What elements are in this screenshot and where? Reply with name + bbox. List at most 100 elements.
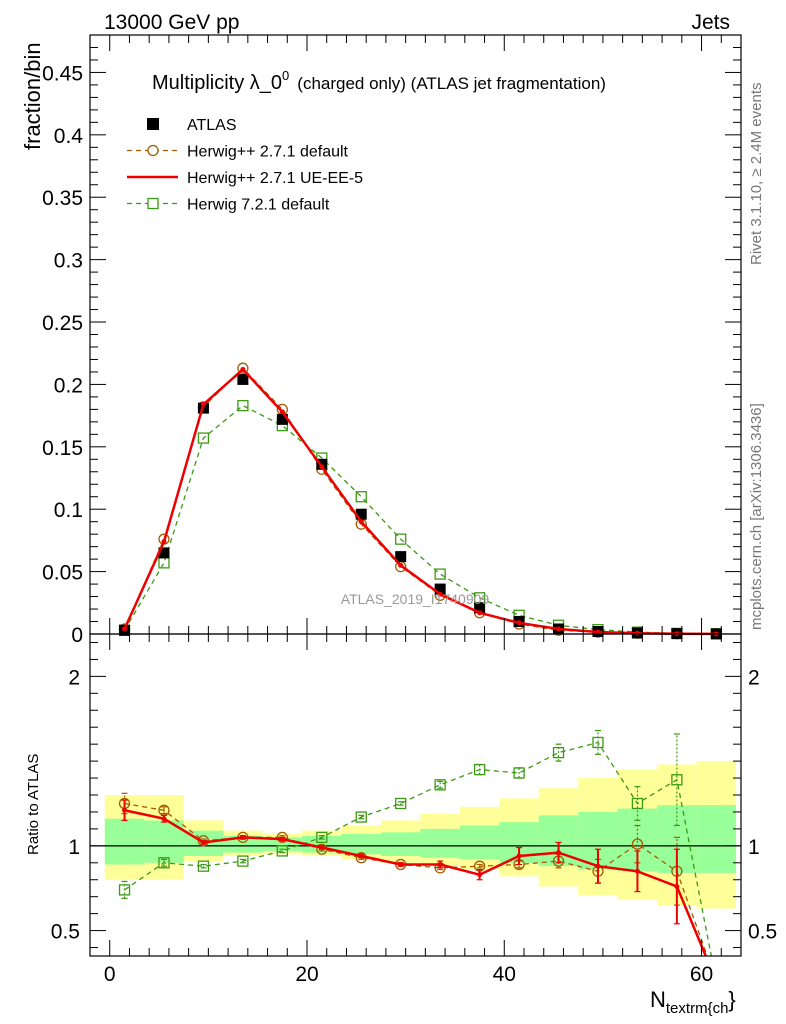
legend-entry-label: Herwig++ 2.7.1 default xyxy=(187,144,349,161)
ratio-y-ticks: 0.5 0.5 1 1 2 2 xyxy=(51,641,777,949)
herwig721-marker xyxy=(197,432,210,444)
ratio-ytick-label: 2 xyxy=(68,666,80,689)
ratio-plot-area xyxy=(90,729,741,984)
legend-atlas-marker xyxy=(147,118,159,130)
herwig721-marker xyxy=(118,884,131,896)
ueee5-marker xyxy=(122,626,128,632)
ueee5-line xyxy=(123,367,717,636)
ratio-band-inner xyxy=(104,818,145,865)
main-ytick-label: 0.3 xyxy=(54,250,83,273)
herwig721-marker xyxy=(197,860,210,872)
ratio-ytick-label-right: 0.5 xyxy=(748,921,777,944)
herwig721-marker xyxy=(276,845,288,857)
ratio-series xyxy=(118,729,719,984)
ueee5-marker xyxy=(437,591,443,597)
main-title-sup: 0 xyxy=(282,68,289,83)
ueee5-marker xyxy=(200,401,206,407)
ratio-frame xyxy=(89,633,742,957)
main-ytick-label: 0 xyxy=(71,624,83,647)
main-ytick-label: 0.05 xyxy=(42,562,83,585)
ratio-band-inner xyxy=(696,805,737,873)
ratio-ytick-label-right: 1 xyxy=(748,836,760,859)
ratio-band-inner xyxy=(420,828,460,858)
ratio-ytick-label: 0.5 xyxy=(51,921,80,944)
ratio-ytick-label-right: 2 xyxy=(748,666,760,689)
atlas-data-point xyxy=(434,583,446,595)
herwig721-line xyxy=(124,741,713,956)
mcplots-label: mcplots.cern.ch [arXiv:1306.3436] xyxy=(748,403,765,630)
ratio-xtick-label: 0 xyxy=(104,963,116,986)
ueee5-marker xyxy=(477,872,483,878)
ueee5-marker xyxy=(674,884,680,890)
herwig721-marker xyxy=(552,746,565,759)
ueee5-marker xyxy=(595,629,601,635)
legend-entry-label: Herwig 7.2.1 default xyxy=(187,197,330,214)
legend-circle-marker xyxy=(147,144,159,157)
ratio-plot: 0.5 0.5 1 1 2 2 0 20 40 60 Ratio to ATLAS Ntextr… xyxy=(25,633,777,1017)
main-ytick-label: 0.4 xyxy=(54,125,84,148)
main-ytick-label: 0.45 xyxy=(42,62,83,85)
herwig721-marker xyxy=(316,831,328,844)
atlas-data-point xyxy=(395,551,407,563)
herwig-default-marker xyxy=(276,831,288,844)
main-plot: 0 0.05 0.1 0.15 0.2 0.25 0.3 0.35 0.4 0.45 ATLAS_… xyxy=(20,34,742,647)
herwig721-marker xyxy=(434,779,446,791)
herwig-default-marker xyxy=(237,362,249,374)
herwig721-marker xyxy=(671,774,683,786)
atlas-data-point xyxy=(355,508,367,520)
herwig721-marker xyxy=(395,533,407,545)
herwig721-marker xyxy=(513,767,525,779)
herwig721-marker xyxy=(355,811,367,823)
ueee5-marker xyxy=(437,861,443,867)
ueee5-marker xyxy=(279,409,285,415)
ueee5-marker xyxy=(161,816,167,822)
x-axis-label-end: } xyxy=(728,987,735,1012)
ueee5-marker xyxy=(319,845,325,851)
ratio-xtick-label: 20 xyxy=(295,963,318,986)
ueee5-marker xyxy=(516,620,522,626)
ueee5-marker xyxy=(477,610,483,616)
herwig721-marker xyxy=(355,491,367,503)
herwig721-marker xyxy=(631,797,644,810)
legend-entry-label: Herwig++ 2.7.1 UE-EE-5 xyxy=(187,170,363,187)
ueee5-marker xyxy=(714,979,719,984)
ueee5-marker xyxy=(358,519,364,525)
main-title: Multiplicity λ_00 (charged only) (ATLAS j… xyxy=(152,68,606,94)
main-ytick-label: 0.2 xyxy=(54,374,83,397)
ueee5-marker xyxy=(240,366,246,372)
ueee5-marker xyxy=(595,863,601,869)
herwig721-marker xyxy=(158,557,170,569)
x-axis-label-main: N xyxy=(650,987,666,1012)
ueee5-marker xyxy=(398,562,404,568)
main-ytick-label: 0.25 xyxy=(42,312,83,335)
main-x-ticks xyxy=(89,35,742,634)
watermark: ATLAS_2019_I1740909 xyxy=(341,591,490,607)
header-left: 13000 GeV pp xyxy=(104,11,239,34)
header-right: Jets xyxy=(691,11,730,34)
atlas-data-point xyxy=(158,547,170,559)
ueee5-marker xyxy=(556,850,562,856)
ueee5-marker xyxy=(556,626,562,632)
ueee5-marker xyxy=(240,834,246,840)
ratio-band-inner xyxy=(459,825,500,860)
atlas-data-point xyxy=(276,413,288,425)
ueee5-marker xyxy=(122,807,128,813)
ueee5-marker xyxy=(200,839,206,845)
legend: ATLAS Herwig++ 2.7.1 default Herwig++ 2.7.… xyxy=(127,117,363,214)
ueee5-marker xyxy=(634,868,640,874)
main-y-label: fraction/bin xyxy=(20,42,45,150)
main-y-ticks: 0 0.05 0.1 0.15 0.2 0.25 0.3 0.35 0.4 0.45 xyxy=(42,46,741,647)
herwig721-marker xyxy=(158,857,170,869)
ueee5-marker xyxy=(358,853,364,859)
ratio-band-inner xyxy=(380,832,421,857)
herwig721-marker xyxy=(237,399,249,412)
herwig721-marker xyxy=(434,568,446,580)
atlas-data-point xyxy=(474,602,486,614)
herwig721-marker xyxy=(592,736,604,749)
legend-square-marker xyxy=(147,197,159,210)
rivet-label: Rivet 3.1.10, ≥ 2.4M events xyxy=(748,83,765,266)
herwig721-line xyxy=(123,404,717,635)
herwig721-marker xyxy=(237,855,249,867)
ueee5-marker xyxy=(319,464,325,470)
